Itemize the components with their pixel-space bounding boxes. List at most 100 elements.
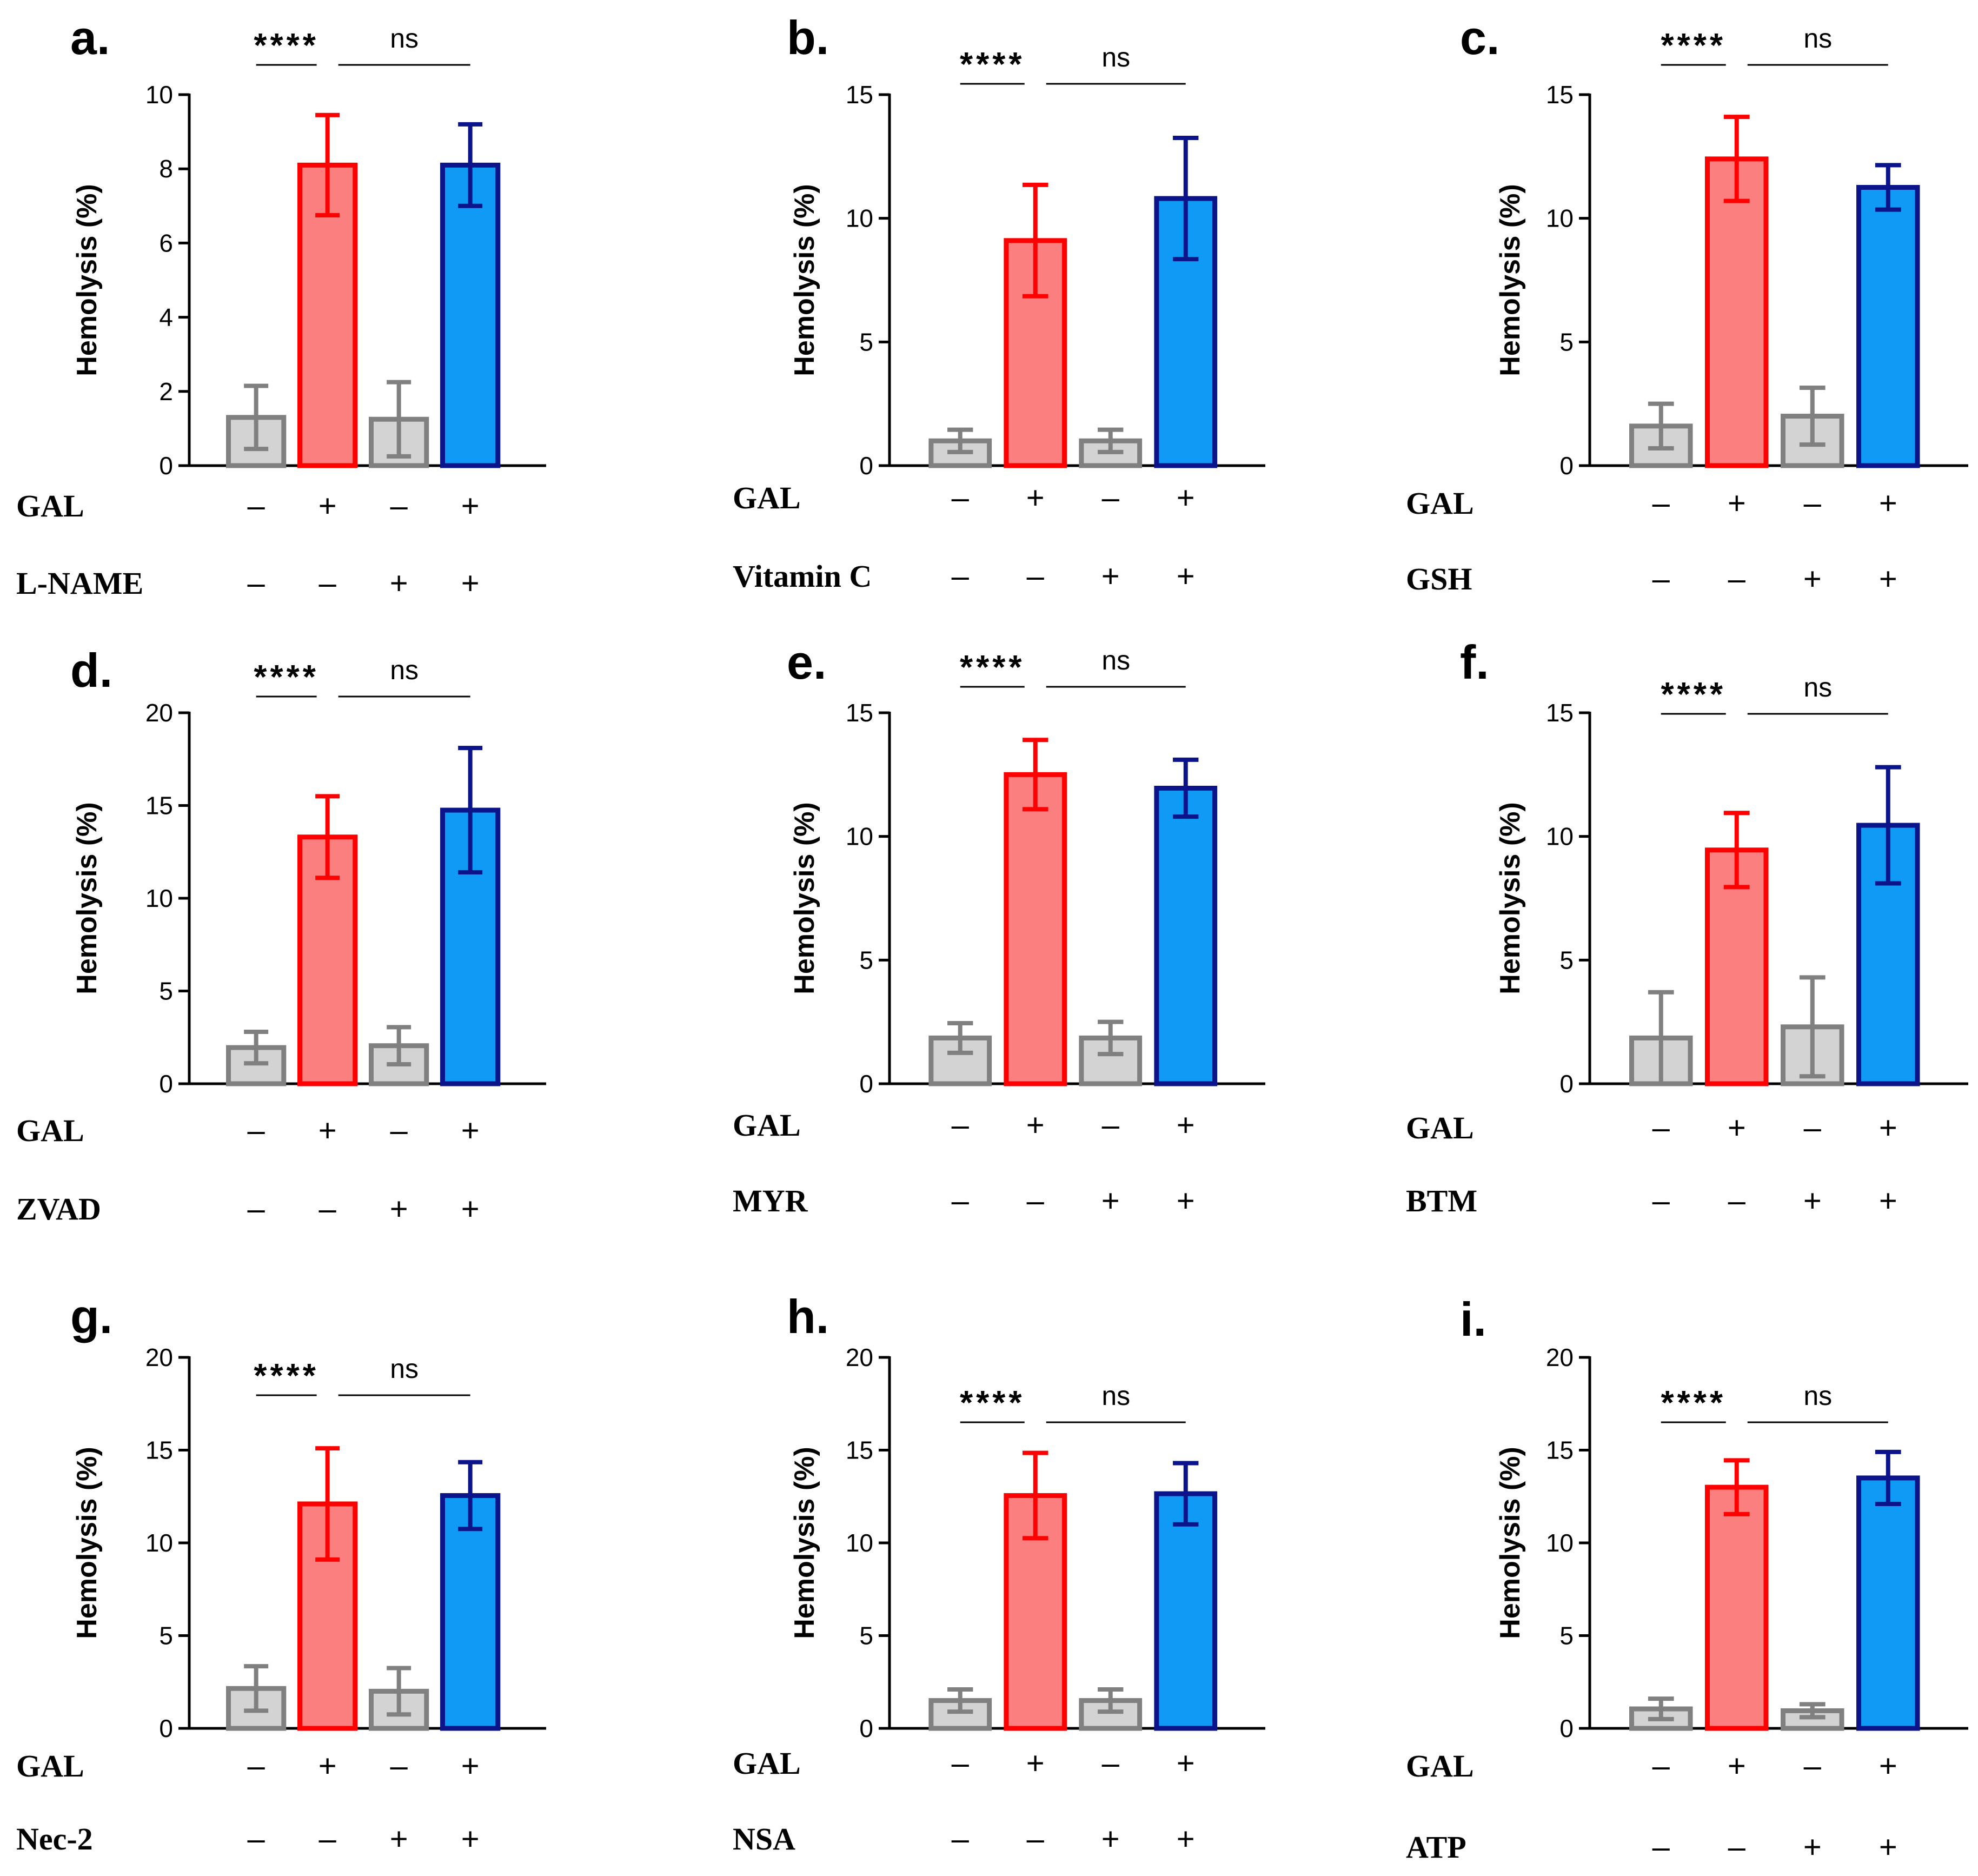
y-tick-label: 10 — [846, 1529, 873, 1557]
y-tick-label: 15 — [145, 792, 173, 820]
treatment-label: Nec-2 — [16, 1821, 93, 1857]
treatment-sign: + — [1101, 559, 1120, 594]
treatment-sign: – — [1728, 561, 1746, 596]
y-tick-label: 0 — [859, 1714, 873, 1742]
treatment-sign: – — [1804, 1110, 1822, 1145]
y-tick-label: 0 — [159, 1714, 173, 1742]
bar — [440, 162, 501, 468]
panel-b: b. Hemolysis (%) 0 5 10 15 **** ns GAL – + – + Vitami… — [733, 11, 1265, 594]
treatment-sign: + — [318, 1113, 337, 1148]
treatment-sign: + — [318, 1748, 337, 1784]
panel-d: d. Hemolysis (%) 0 5 10 15 20 **** ns GAL – + – + ZVAD… — [16, 644, 546, 1227]
treatment-label: GAL — [1406, 1748, 1474, 1784]
treatment-label: GAL — [16, 1113, 84, 1148]
significance-label: ns — [1101, 645, 1130, 675]
y-tick-label: 10 — [846, 204, 873, 233]
treatment-label: MYR — [733, 1183, 808, 1218]
treatment-sign: – — [248, 1113, 265, 1148]
y-tick-label: 10 — [145, 1529, 173, 1557]
significance-label: ns — [1803, 1381, 1832, 1411]
bar — [1705, 156, 1769, 468]
y-axis-label: Hemolysis (%) — [1495, 184, 1526, 376]
y-tick-label: 20 — [145, 699, 173, 727]
significance-label: **** — [254, 659, 319, 696]
treatment-sign: – — [952, 1108, 970, 1143]
panel-a: a. Hemolysis (%) 0 2 4 6 8 10 **** ns GAL – + – + L-NAM… — [16, 11, 546, 601]
treatment-sign: + — [1879, 486, 1897, 521]
y-tick-label: 2 — [159, 377, 173, 406]
y-tick-label: 10 — [145, 884, 173, 912]
y-tick-label: 10 — [1546, 823, 1574, 851]
treatment-sign: + — [390, 566, 408, 601]
treatment-sign: + — [461, 1748, 480, 1784]
significance-label: **** — [1661, 27, 1726, 64]
y-tick-label: 5 — [1559, 946, 1574, 974]
treatment-sign: + — [1879, 1183, 1897, 1218]
treatment-sign: – — [248, 1191, 265, 1227]
y-tick-label: 6 — [159, 229, 173, 257]
significance-label: **** — [960, 649, 1025, 686]
treatment-sign: – — [1102, 1746, 1120, 1781]
treatment-sign: – — [390, 1113, 408, 1148]
y-axis-label: Hemolysis (%) — [789, 802, 820, 994]
y-tick-label: 20 — [846, 1343, 873, 1371]
treatment-sign: – — [319, 1191, 337, 1227]
treatment-sign: – — [248, 1748, 265, 1784]
y-tick-label: 5 — [1559, 1622, 1574, 1650]
y-tick-label: 15 — [846, 699, 873, 727]
treatment-sign: + — [1728, 1110, 1746, 1145]
treatment-sign: – — [319, 566, 337, 601]
significance-label: ns — [1101, 1381, 1130, 1411]
treatment-sign: – — [952, 1746, 970, 1781]
treatment-label: GAL — [733, 1746, 801, 1781]
significance-label: **** — [1661, 676, 1726, 713]
y-tick-label: 0 — [1559, 1070, 1574, 1098]
panel-label: d. — [70, 644, 112, 697]
significance-label: **** — [960, 46, 1025, 83]
treatment-sign: – — [1728, 1183, 1746, 1218]
treatment-label: GAL — [16, 1748, 84, 1784]
significance-label: ns — [390, 655, 419, 685]
treatment-sign: – — [1804, 1748, 1822, 1784]
treatment-sign: + — [1026, 1108, 1045, 1143]
y-axis-label: Hemolysis (%) — [71, 184, 103, 376]
y-axis-label: Hemolysis (%) — [71, 802, 103, 994]
significance-label: ns — [390, 1354, 419, 1384]
treatment-sign: – — [1652, 1748, 1670, 1784]
treatment-sign: – — [952, 559, 970, 594]
treatment-sign: – — [1652, 1183, 1670, 1218]
bar — [440, 1493, 501, 1731]
y-tick-label: 15 — [846, 81, 873, 109]
panel-f: f. Hemolysis (%) 0 5 10 15 **** ns GAL – + – + BTM – – +… — [1406, 635, 1968, 1218]
treatment-sign: + — [1177, 480, 1195, 515]
treatment-sign: + — [461, 1821, 480, 1857]
y-tick-label: 0 — [1559, 1714, 1574, 1742]
treatment-label: GAL — [16, 488, 84, 523]
panel-i: i. Hemolysis (%) 0 5 10 15 20 **** ns GAL – + – + ATP –… — [1406, 1292, 1968, 1865]
y-tick-label: 10 — [1546, 204, 1574, 233]
panel-label: h. — [787, 1290, 829, 1343]
treatment-sign: – — [390, 1748, 408, 1784]
treatment-sign: + — [1101, 1821, 1120, 1857]
treatment-label: GAL — [1406, 1110, 1474, 1145]
treatment-sign: – — [319, 1821, 337, 1857]
significance-label: **** — [254, 27, 319, 64]
treatment-sign: – — [248, 1821, 265, 1857]
y-tick-label: 20 — [145, 1343, 173, 1371]
y-tick-label: 20 — [1546, 1343, 1574, 1371]
panel-label: c. — [1460, 11, 1499, 64]
treatment-sign: – — [1102, 1108, 1120, 1143]
y-tick-label: 5 — [159, 977, 173, 1005]
treatment-label: NSA — [733, 1821, 795, 1857]
y-tick-label: 5 — [159, 1622, 173, 1650]
treatment-label: Vitamin C — [733, 559, 872, 594]
y-tick-label: 5 — [1559, 328, 1574, 356]
y-tick-label: 15 — [1546, 81, 1574, 109]
treatment-sign: + — [1728, 1748, 1746, 1784]
y-axis-label: Hemolysis (%) — [1495, 1447, 1526, 1639]
panel-label: a. — [70, 11, 110, 64]
significance-label: **** — [254, 1357, 319, 1395]
treatment-sign: + — [461, 566, 480, 601]
bar — [1154, 1491, 1218, 1731]
